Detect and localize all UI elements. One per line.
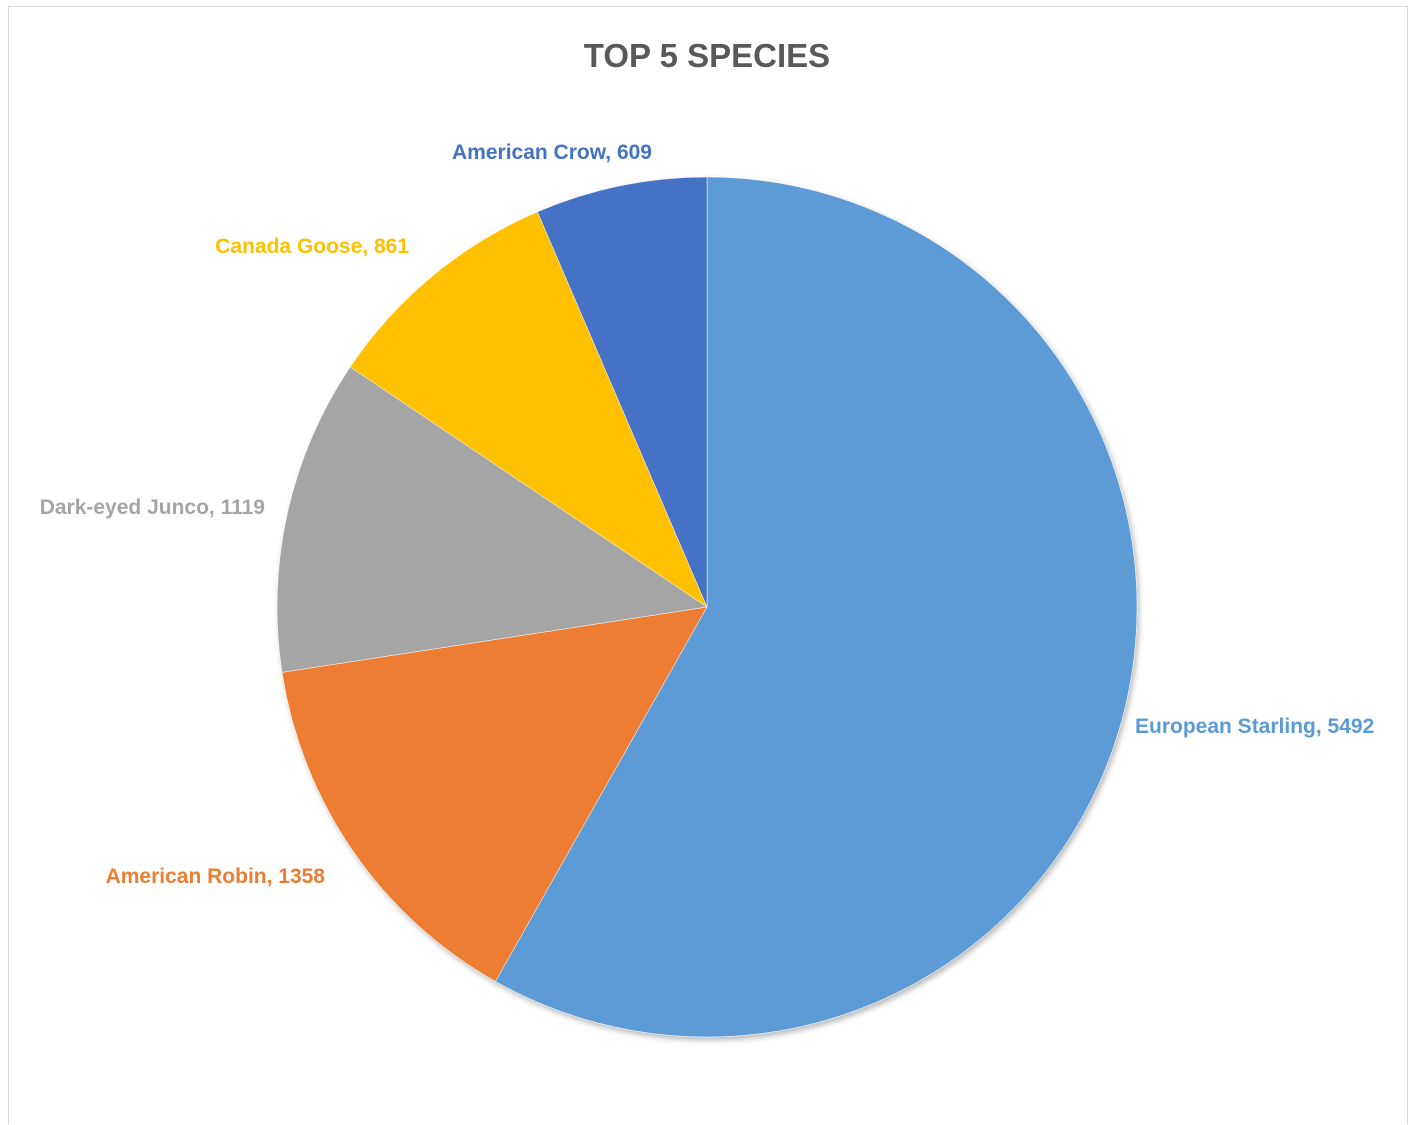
pie-slice-dark-eyed-junco — [276, 366, 708, 673]
data-label-canada-goose: Canada Goose, 861 — [215, 235, 409, 258]
pie-slice-canada-goose — [349, 211, 708, 608]
chart-area: TOP 5 SPECIES European Starling, 5492 Ame… — [8, 6, 1408, 1124]
pie-slice-american-crow — [537, 176, 708, 608]
data-label-american-robin: American Robin, 1358 — [106, 865, 326, 888]
pie-slice-american-robin — [281, 606, 708, 982]
chart-title: TOP 5 SPECIES — [584, 37, 830, 74]
data-labels: European Starling, 5492 American Robin, 1… — [40, 141, 1375, 888]
data-label-american-crow: American Crow, 609 — [452, 141, 652, 164]
pie-slices — [276, 176, 1138, 1038]
data-label-dark-eyed-junco: Dark-eyed Junco, 1119 — [40, 496, 265, 519]
pie-slice-european-starling — [495, 176, 1138, 1038]
data-label-european-starling: European Starling, 5492 — [1135, 715, 1374, 738]
pie-chart: TOP 5 SPECIES European Starling, 5492 Ame… — [40, 37, 1375, 1038]
